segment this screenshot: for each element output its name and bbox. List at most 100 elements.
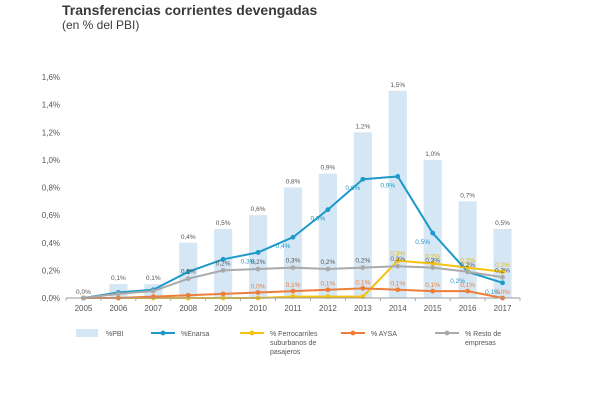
series-point [290,234,296,240]
legend-label: pasajeros [270,349,301,356]
y-tick-label: 0,6% [42,211,60,220]
series-point [290,288,296,294]
line-data-label: 0,1% [355,279,370,286]
series-point [395,263,401,269]
bar [283,187,303,298]
series-point [220,256,226,262]
series-point [255,266,261,272]
bar [214,228,233,298]
x-tick-label: 2012 [319,304,337,313]
line-data-label: 0,2% [355,258,370,265]
bar-data-label: 0,7% [460,192,475,199]
line-data-label: 0,5% [415,239,430,246]
bar-data-label: 0,1% [146,275,161,282]
x-tick-label: 2009 [214,304,232,313]
legend-swatch-marker [249,330,255,336]
series-point [255,290,261,295]
series-point [325,287,331,293]
legend-label: % Resto de [465,331,501,338]
legend-label: %Enarsa [181,331,210,338]
line-data-label: 0,2% [251,259,266,266]
series-point [430,288,436,294]
bar-data-label: 1,2% [355,123,370,130]
y-tick-label: 0,8% [42,184,60,193]
series-point [360,265,366,271]
line-data-label: 0,9% [380,182,395,189]
chart-subtitle: (en % del PBI) [62,18,140,32]
bar [388,90,407,298]
y-tick-label: 1,0% [42,156,60,165]
legend-label: %PBI [106,331,124,338]
legend: %PBI %Enarsa % Ferrocarriles suburbanos de p… [76,329,501,356]
bar [248,215,268,298]
x-tick-label: 2010 [249,304,267,313]
series-point [185,292,191,298]
legend-label: suburbanos de [270,340,316,347]
y-tick-label: 0,2% [42,266,60,275]
bar-data-label: 0,9% [321,165,336,172]
series-point [185,269,191,275]
line-data-label: 0,0% [495,289,510,296]
line-data-label: 0,1% [286,282,301,289]
x-tick-label: 2011 [284,304,302,313]
x-tick-label: 2014 [389,304,407,313]
series-point [220,291,226,297]
x-tick-label: 2006 [109,304,127,313]
series-point [255,250,261,255]
line-data-label: 0,3% [425,258,440,265]
bar-data-label: 1,0% [425,151,440,158]
line-data-label: 0,2% [216,260,231,267]
line-data-label: 0,1% [321,281,336,288]
series-point [185,276,191,282]
series-point [465,265,471,271]
y-tick-label: 0,4% [42,239,60,248]
line-data-label: 0,2% [460,258,475,265]
series-point [500,274,505,280]
bar-data-label: 1,5% [390,82,405,89]
bar-group [109,90,512,298]
line-data-label: 0,9% [345,185,360,192]
line-data-label: 0,2% [321,259,336,266]
line-data-label: 0,3% [286,258,301,265]
legend-label: empresas [465,340,496,347]
bar-data-label: 0,4% [181,234,196,241]
line-data-label: 0,3% [390,256,405,263]
series-point [395,258,401,264]
legend-swatch-marker [350,330,356,336]
x-tick-label: 2005 [75,304,93,313]
line-data-label: 0,4% [276,243,291,250]
series-point [500,280,505,286]
series-point [500,269,505,275]
series-point [430,230,436,236]
series-point [465,288,471,294]
line-data-label: 0,3% [390,251,405,258]
series-point [430,261,436,266]
line-data-label: 0,1% [485,289,500,296]
legend-swatch-marker [444,330,450,336]
series-point [395,174,401,179]
line-data-label: 0,2% [495,267,510,274]
line-data-label: 0,0% [251,283,266,290]
legend-swatch-marker [160,330,166,336]
legend-label: % Ferrocarriles [270,331,318,338]
x-tick-label: 2007 [144,304,162,313]
series-point [465,269,471,275]
bar-data-label: 0,0% [76,289,91,296]
x-tick-label: 2013 [354,304,372,313]
x-tick-label: 2008 [179,304,197,313]
bar-data-label: 0,8% [286,179,301,186]
bar-data-label: 0,5% [495,220,510,227]
series-point [360,285,366,291]
line-data-label: 0,1% [390,281,405,288]
series-point [150,288,156,294]
bar-data-label: 0,6% [251,206,266,213]
bar [353,132,372,298]
line-data-label: 0,6% [311,216,326,223]
series-point [395,287,401,293]
legend-swatch [76,329,98,337]
series-point [290,265,296,271]
axes-group: 0,0% 0,2% 0,4% 0,6% 0,8% 1,0% 1,2% 1,4% 1,6% 2005… [42,73,521,313]
y-tick-label: 1,6% [42,73,60,82]
bar-data-label: 0,1% [111,275,126,282]
